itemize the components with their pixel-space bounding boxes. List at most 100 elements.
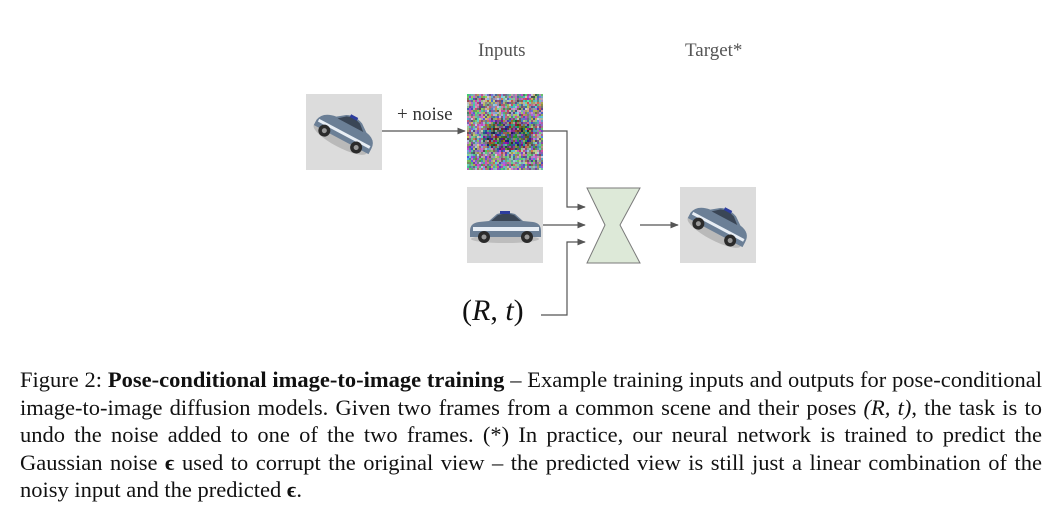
noise-pixel [477,158,479,160]
noise-pixel [483,158,485,160]
noise-pixel [489,100,491,102]
noise-pixel [517,98,519,100]
noise-pixel [479,130,481,132]
noise-pixel [467,146,469,148]
noise-pixel [477,148,479,150]
noise-pixel [471,118,473,120]
caption-text-2: , the task is to undo the noise added to… [20,394,1043,475]
noise-pixel [519,144,521,146]
noise-pixel [509,140,511,142]
noise-pixel [535,152,537,154]
noise-pixel [525,164,527,166]
noise-pixel [471,114,473,116]
noise-pixel [537,168,539,170]
noise-pixel [539,106,541,108]
noise-pixel [505,144,507,146]
noise-pixel [479,160,481,162]
noise-pixel [541,152,543,154]
noise-pixel [507,138,509,140]
noise-pixel [467,164,469,166]
noise-pixel [483,160,485,162]
noise-pixel [487,120,489,122]
noise-pixel [491,166,493,168]
noise-pixel [475,140,477,142]
noise-pixel [479,98,481,100]
noise-pixel [527,160,529,162]
noise-pixel [471,148,473,150]
noise-pixel [503,128,505,130]
noise-pixel [489,128,491,130]
noise-pixel [479,162,481,164]
noise-pixel [519,168,521,170]
noise-pixel [527,108,529,110]
noise-pixel [519,136,521,138]
noise-pixel [519,120,521,122]
noise-pixel [523,154,525,156]
noise-pixel [519,162,521,164]
noise-pixel [531,130,533,132]
noise-pixel [497,144,499,146]
noise-pixel [527,138,529,140]
noise-pixel [511,146,513,148]
noise-pixel [505,96,507,98]
noise-pixel [503,114,505,116]
noise-pixel [531,126,533,128]
caption-text-1: – Example training inputs and outputs fo… [20,367,1043,420]
pose-label: (R, t) [462,294,524,328]
noise-pixel [491,160,493,162]
noise-pixel [503,98,505,100]
noise-pixel [481,130,483,132]
noise-pixel [541,138,543,140]
noise-pixel [473,142,475,144]
noise-pixel [493,150,495,152]
noise-pixel [475,106,477,108]
noise-pixel [527,128,529,130]
noise-pixel [495,110,497,112]
noise-pixel [519,100,521,102]
noise-pixel [531,166,533,168]
noise-pixel [535,130,537,132]
noise-pixel [511,118,513,120]
noise-pixel [467,104,469,106]
noise-pixel [503,166,505,168]
noise-pixel [505,128,507,130]
noise-pixel [477,102,479,104]
noise-pixel [507,148,509,150]
noise-pixel [495,98,497,100]
noise-pixel [527,122,529,124]
noise-pixel [529,138,531,140]
noise-pixel [541,96,543,98]
noise-pixel [485,156,487,158]
noise-pixel [539,152,541,154]
noise-pixel [521,166,523,168]
noise-pixel [505,108,507,110]
noise-pixel [495,164,497,166]
noise-pixel [497,112,499,114]
noise-pixel [523,102,525,104]
noise-pixel [495,104,497,106]
noise-pixel [485,102,487,104]
noise-pixel [491,112,493,114]
noise-pixel [529,102,531,104]
noise-pixel [531,96,533,98]
noise-pixel [499,168,501,170]
noise-pixel [515,152,517,154]
noise-pixel [503,146,505,148]
noise-pixel [495,148,497,150]
noise-pixel [499,100,501,102]
noise-pixel [487,134,489,136]
noise-pixel [511,158,513,160]
noise-pixel [517,116,519,118]
noise-pixel [515,98,517,100]
noise-pixel [509,94,511,96]
noise-pixel [475,128,477,130]
noise-pixel [493,104,495,106]
noise-pixel [469,94,471,96]
noise-pixel [541,112,543,114]
noise-pixel [497,140,499,142]
noise-pixel [489,140,491,142]
noise-pixel [501,150,503,152]
noise-pixel [491,98,493,100]
noise-pixel [473,106,475,108]
noise-pixel [471,142,473,144]
